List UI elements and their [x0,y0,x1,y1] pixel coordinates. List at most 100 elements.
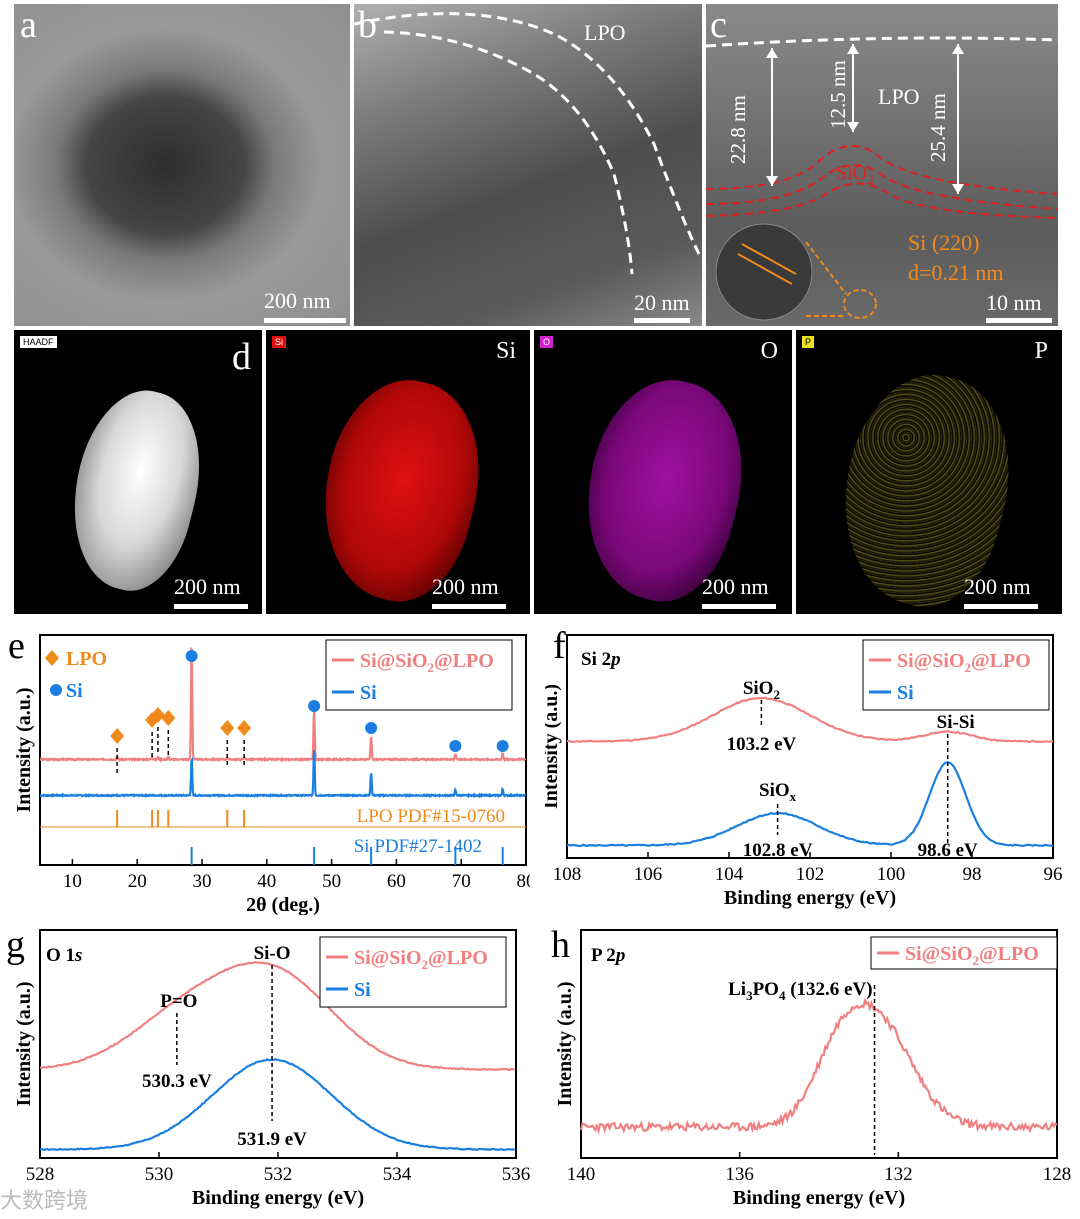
element-label: O [760,338,778,364]
map-tag: HAADF [20,336,57,348]
panel-letter: h [551,924,570,966]
xps-si2p-chart: f 108 106 104 102 100 98 96 Binding energy (eV) I… [545,625,1063,909]
xps-p2p-chart: h 140 136 132 128 Binding energy (eV) Intensit… [551,924,1072,1209]
lpo-diamond-marker [220,720,235,736]
series-line [39,750,527,799]
legend-label: Si [354,979,371,1001]
legend-label: Si [360,682,377,704]
peak-label: P=O [160,991,197,1012]
series-line [579,997,1058,1135]
scale-label: 200 nm [702,574,769,599]
scale-label: 200 nm [964,574,1031,599]
y-axis-label: Intensity (a.u.) [13,981,35,1106]
scale-bar: 200 nm [702,574,776,609]
x-tick-label: 20 [128,871,147,892]
lpo-diamond-marker [161,710,176,726]
xps-o1s-chart: g 528 530 532 534 536 Binding energy (eV) Inten… [6,924,530,1209]
x-tick-label: 106 [634,864,663,885]
scale-label: 200 nm [264,288,331,313]
scale-label: 200 nm [432,574,499,599]
y-axis-label: Intensity (a.u.) [554,981,576,1106]
thickness-label-1: 22.8 nm [726,95,750,164]
x-tick-label: 136 [725,1164,754,1185]
lpo-label: LPO [584,20,626,45]
x-tick-label: 532 [264,1164,293,1185]
lattice-label-2: d=0.21 nm [908,260,1004,285]
series-line [40,961,515,1072]
x-tick-label: 140 [567,1164,596,1185]
ref-label: Si PDF#27-1402 [354,836,482,857]
lpo-diamond-marker [150,707,165,723]
legend-box [870,936,1058,970]
series-line [566,761,1054,848]
panel-letter: f [553,625,566,667]
x-tick-label: 132 [884,1164,913,1185]
xrd-chart: e 10 20 30 40 50 60 70 80 2θ (deg.) Intensity (a.u… [8,625,530,915]
peak-label: Si-Si [937,712,975,733]
scale-bar: 200 nm [264,288,346,323]
scale-bar: 200 nm [964,574,1038,609]
scale-bar: 20 nm [634,292,690,323]
particle-image [53,378,219,602]
tem-panel-c: c 22.8 nm 12.5 nm 25.4 nm LPO SiO2 Si (2… [706,4,1058,326]
chart-title: P 2p [591,945,625,966]
sio2-label: SiO2 [836,162,874,187]
x-tick-label: 60 [387,871,406,892]
legend-box [862,639,1050,711]
lpo-diamond-marker [110,728,125,744]
si-circle-marker [308,700,321,712]
panel-letter: b [358,4,377,46]
series-line [39,646,527,763]
peak-value: 530.3 eV [142,1071,212,1092]
x-tick-label: 98 [963,864,982,885]
scale-bar: 10 nm [986,292,1052,323]
series-line [566,696,1054,744]
x-axis-label: Binding energy (eV) [733,1187,905,1209]
x-tick-label: 102 [796,864,825,885]
x-tick-label: 30 [193,871,212,892]
plot-frame [39,634,527,866]
x-tick-label: 104 [715,864,744,885]
thickness-label-3: 25.4 nm [926,93,950,162]
tem-panel-b: b LPO 20 nm [354,4,702,326]
eds-map-si: Si Si 200 nm [266,330,530,614]
legend-label: Si@SiO2@LPO [905,943,1039,968]
legend-box [319,936,507,1008]
scale-bar: 200 nm [174,574,248,609]
x-axis-label: Binding energy (eV) [192,1187,364,1209]
x-tick-label: 100 [877,864,906,885]
watermark: 大数跨境 [0,1188,89,1213]
scale-bar: 200 nm [432,574,506,609]
chart-title: O 1s [46,945,82,966]
x-tick-label: 128 [1043,1164,1072,1185]
x-tick-label: 70 [452,871,471,892]
x-tick-label: 530 [145,1164,174,1185]
panel-letter: g [6,924,25,966]
y-axis-label: Intensity (a.u.) [13,687,35,812]
lattice-label-1: Si (220) [908,230,980,255]
x-tick-label: 534 [383,1164,412,1185]
peak-label: SiOx [759,780,797,804]
legend-circle [50,684,62,696]
si-circle-marker [449,740,462,752]
legend-box [325,639,513,711]
tem-panel-a: a 200 nm [14,4,350,326]
scale-label: 200 nm [174,574,241,599]
series-line [39,1058,515,1152]
ref-label: LPO PDF#15-0760 [357,806,505,827]
peak-value: 102.8 eV [743,840,813,861]
x-axis-label: 2θ (deg.) [246,894,320,915]
x-tick-label: 40 [257,871,276,892]
legend-label: Si@SiO2@LPO [360,650,494,675]
legend-diamond [45,650,59,666]
panel-letter: a [20,4,37,46]
legend-label: Si [897,682,914,704]
eds-map-o: O O 200 nm [534,330,792,614]
x-tick-label: 536 [502,1164,530,1185]
map-tag: Si [272,336,287,348]
eds-map-haadf: HAADF d 200 nm [14,330,262,614]
map-tag: O [540,336,554,348]
thickness-annotations [706,36,1058,321]
element-label: Si [495,338,516,364]
thickness-label-2: 12.5 nm [826,60,850,129]
